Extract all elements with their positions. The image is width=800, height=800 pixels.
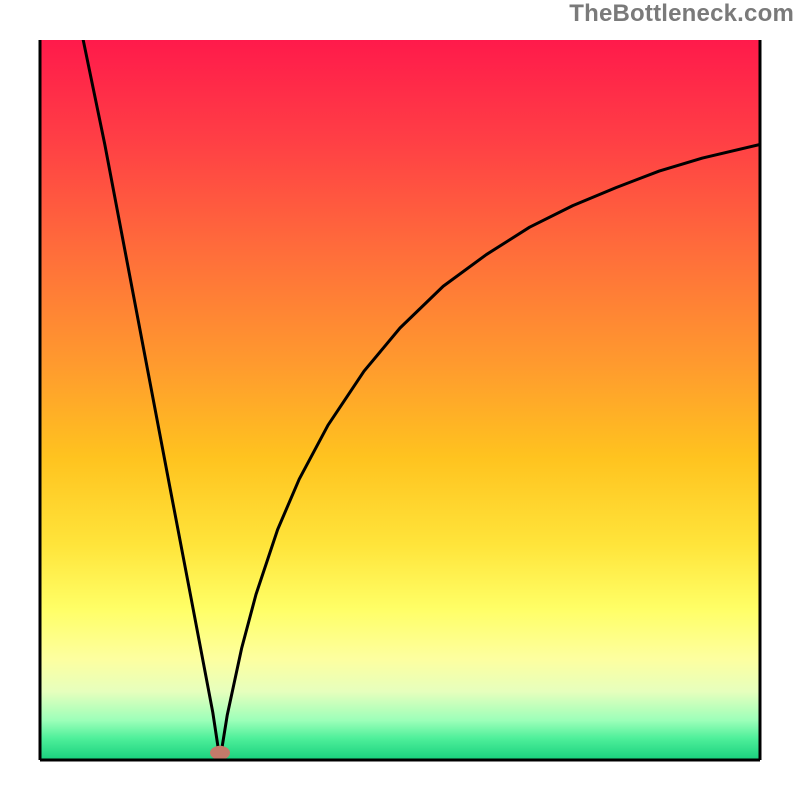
- curve-minimum-marker: [210, 746, 230, 760]
- page-root: TheBottleneck.com: [0, 0, 800, 800]
- chart-background-gradient: [40, 40, 760, 760]
- watermark-text: TheBottleneck.com: [569, 0, 794, 28]
- bottleneck-chart: [0, 0, 800, 800]
